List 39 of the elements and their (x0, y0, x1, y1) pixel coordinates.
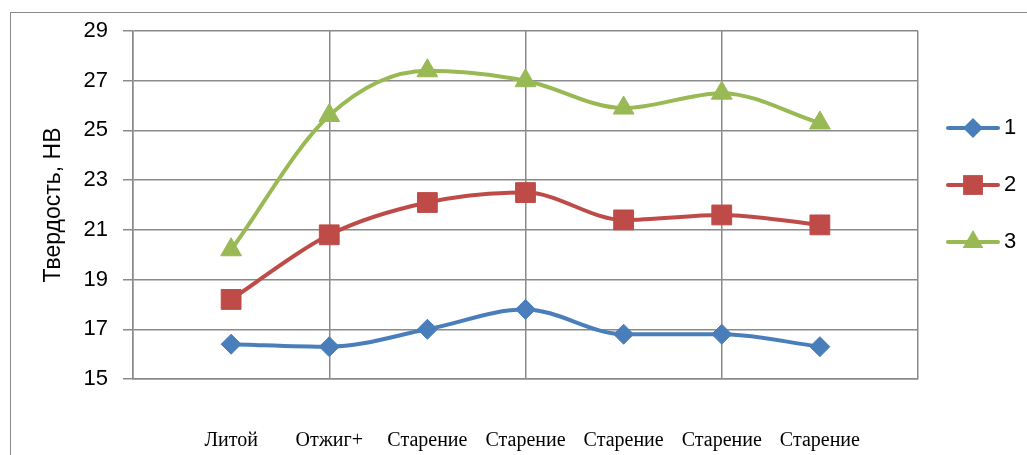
x-tick-label: Старение (583, 428, 664, 452)
point (710, 80, 733, 100)
point (220, 289, 242, 310)
x-tick-label: Литой (204, 428, 259, 451)
y-tick-label: 19 (83, 265, 108, 291)
point (515, 182, 536, 203)
point (514, 68, 537, 88)
x-tick-label: Отжиг+ (295, 428, 363, 451)
point (416, 192, 438, 213)
legend-label: 2 (1004, 171, 1017, 197)
y-tick-label: 21 (83, 215, 108, 241)
legend-label: 1 (1004, 114, 1017, 140)
point (613, 209, 635, 231)
y-axis-title: Твердость, НВ (39, 127, 66, 283)
legend-label: 3 (1004, 228, 1017, 254)
point (220, 333, 242, 355)
y-tick-label: 17 (83, 315, 108, 341)
point (711, 204, 733, 226)
point (809, 336, 831, 358)
point (416, 318, 438, 340)
y-tick-label: 29 (83, 17, 108, 43)
point (318, 224, 340, 246)
y-tick-label: 25 (83, 116, 108, 142)
point (808, 110, 831, 130)
point (515, 298, 536, 320)
x-tick-label: Старение (387, 428, 468, 452)
y-tick-label: 23 (83, 166, 108, 192)
point (416, 58, 439, 78)
y-tick-label: 27 (83, 66, 108, 92)
x-tick-label: Старение (485, 428, 566, 452)
x-tick-label: Старение (779, 428, 861, 452)
point (613, 323, 635, 345)
y-tick-label: 15 (83, 365, 108, 391)
point (612, 95, 635, 115)
point (318, 336, 340, 358)
x-tick-label: Старение (681, 428, 762, 452)
point (318, 103, 341, 123)
point (711, 323, 733, 345)
point (809, 214, 831, 236)
